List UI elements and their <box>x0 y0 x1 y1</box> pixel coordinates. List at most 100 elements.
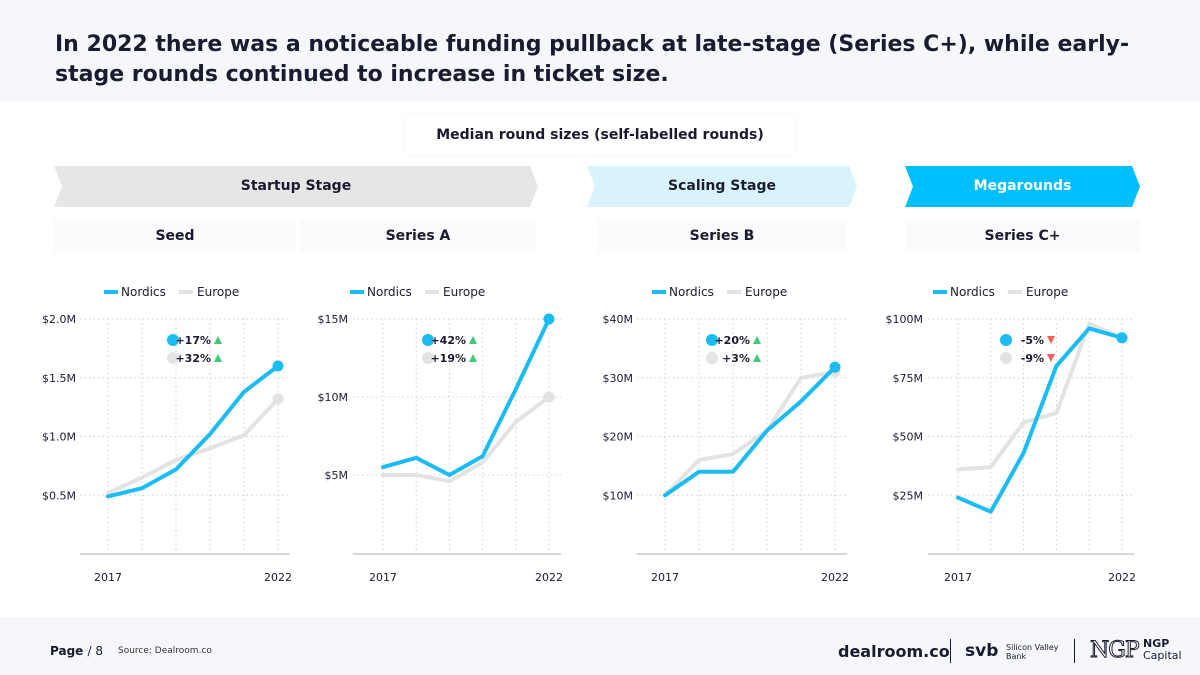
y-tick-label: $100M <box>886 313 924 326</box>
annotation-dot-nordics <box>1000 334 1012 346</box>
x-tick-label: 2022 <box>821 571 849 584</box>
chart-series-b: $10M $20M $30M $40M 2017 2022 Nordics Europe +20… <box>603 285 850 584</box>
y-tick-label: $0.5M <box>42 489 76 502</box>
y-tick-label: $10M <box>318 391 349 404</box>
annotation-dot-europe <box>167 352 179 364</box>
stage-banner-shape <box>54 166 538 207</box>
series-line-nordics <box>956 326 1124 514</box>
annotation-dot-nordics <box>422 334 434 346</box>
annotation-value: +19% <box>430 352 466 365</box>
stage-banner-startup: Startup Stage <box>54 166 538 207</box>
y-tick-label: $20M <box>603 431 634 444</box>
trend-up-icon <box>469 336 477 344</box>
legend-label-nordics: Nordics <box>367 285 412 299</box>
panel-title-series-b: Series B <box>597 219 847 253</box>
panel-title-series-a: Series A <box>300 219 536 253</box>
logo-divider <box>1074 639 1075 663</box>
series-line-europe <box>663 369 837 498</box>
stage-banner-megarounds: Megarounds <box>905 166 1140 207</box>
trend-up-icon <box>469 354 477 362</box>
annotation-value: -9% <box>1021 352 1044 365</box>
series-line-nordics <box>663 365 837 498</box>
x-tick-label: 2017 <box>369 571 397 584</box>
series-line-nordics <box>381 317 551 477</box>
x-tick-label: 2022 <box>264 571 292 584</box>
header-band <box>0 0 1200 102</box>
legend-label-nordics: Nordics <box>121 285 166 299</box>
headline: In 2022 there was a noticeable funding p… <box>55 32 1130 87</box>
page-total: / 8 <box>87 644 104 658</box>
trend-up-icon <box>753 354 761 362</box>
annotation-dot-europe <box>1000 352 1012 364</box>
annotation-dot-nordics <box>167 334 179 346</box>
page-number: Page / 8 <box>50 644 103 658</box>
series-end-point-nordics <box>1116 332 1128 344</box>
svb-logo-subtitle: Silicon Valley Bank <box>1006 643 1059 661</box>
page-label: Page <box>50 644 84 658</box>
series-end-point-nordics <box>829 361 841 373</box>
annotation-dot-nordics <box>706 334 718 346</box>
series-line-europe <box>106 396 280 495</box>
x-tick-label: 2017 <box>94 571 122 584</box>
y-tick-label: $10M <box>603 489 634 502</box>
annotation-dot-europe <box>706 352 718 364</box>
dealroom-logo: dealroom.co <box>838 642 950 661</box>
ngp-logo-text: NGP Capital <box>1143 638 1182 662</box>
y-tick-label: $40M <box>603 313 634 326</box>
series-line-europe <box>956 321 1124 472</box>
footer-band <box>0 617 1200 675</box>
annotation-value: +17% <box>175 334 211 347</box>
stage-banner-fill <box>905 166 1140 207</box>
ngp-name: NGP <box>1143 637 1170 650</box>
y-tick-label: $1.0M <box>42 431 76 444</box>
svb-logo: svb <box>965 641 999 661</box>
annotation-value: +20% <box>714 334 750 347</box>
chart-series-c: $25M $50M $75M $100M 2017 2022 Nordics Europe -5… <box>886 285 1137 584</box>
series-end-point-nordics <box>272 360 284 372</box>
legend-label-europe: Europe <box>1026 285 1068 299</box>
y-tick-label: $50M <box>893 431 924 444</box>
trend-down-icon <box>1047 354 1055 362</box>
y-tick-label: $30M <box>603 372 634 385</box>
series-line-europe <box>381 395 551 484</box>
trend-down-icon <box>1047 336 1055 344</box>
chart-seed: $0.5M $1.0M $1.5M $2.0M 2017 2022 Nordics Europ… <box>42 285 292 584</box>
annotation-dot-europe <box>422 352 434 364</box>
ngp-sub: Capital <box>1143 649 1182 662</box>
trend-up-icon <box>214 354 222 362</box>
x-tick-label: 2022 <box>535 571 563 584</box>
stage-label: Scaling Stage <box>667 178 777 194</box>
logo-divider <box>950 639 951 663</box>
x-tick-label: 2022 <box>1108 571 1136 584</box>
stage-label: Startup Stage <box>240 178 352 194</box>
annotation-value: +42% <box>430 334 466 347</box>
chart-series-a: $5M $10M $15M 2017 2022 Nordics Europe +42% +19% <box>318 285 564 584</box>
y-tick-label: $25M <box>893 489 924 502</box>
legend-label-europe: Europe <box>197 285 239 299</box>
stage-banner-scaling: Scaling Stage <box>587 166 857 207</box>
panel-title-seed: Seed <box>54 219 296 253</box>
legend-label-nordics: Nordics <box>950 285 995 299</box>
series-end-point-nordics <box>543 313 555 325</box>
annotation-value: -5% <box>1021 334 1044 347</box>
y-tick-label: $15M <box>318 313 349 326</box>
annotation-value: +3% <box>722 352 750 365</box>
series-end-point-europe <box>272 393 284 405</box>
stage-banner-shape <box>905 166 1140 207</box>
panel-title-series-c: Series C+ <box>905 219 1140 253</box>
y-tick-label: $5M <box>325 469 349 482</box>
stage-label: Megarounds <box>973 178 1072 194</box>
stage-banner-shape <box>587 166 857 207</box>
series-line-nordics <box>106 364 280 499</box>
annotation-value: +32% <box>175 352 211 365</box>
y-tick-label: $1.5M <box>42 372 76 385</box>
y-tick-label: $2.0M <box>42 313 76 326</box>
x-tick-label: 2017 <box>944 571 972 584</box>
trend-up-icon <box>753 336 761 344</box>
stage-banner-fill <box>587 166 857 207</box>
legend-label-europe: Europe <box>745 285 787 299</box>
ngp-logo-mark: NGP <box>1090 638 1141 664</box>
series-end-point-europe <box>543 391 555 403</box>
x-tick-label: 2017 <box>651 571 679 584</box>
stage-banner-fill <box>54 166 538 207</box>
